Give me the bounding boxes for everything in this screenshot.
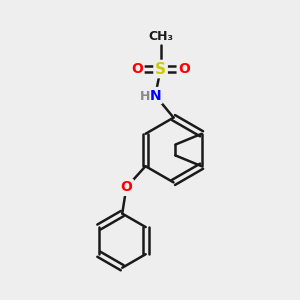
Text: N: N (149, 88, 161, 103)
Text: CH₃: CH₃ (148, 30, 173, 44)
Text: O: O (178, 62, 190, 76)
Text: H: H (140, 91, 150, 103)
Text: O: O (120, 180, 132, 194)
Text: O: O (131, 62, 143, 76)
Text: S: S (155, 61, 166, 76)
